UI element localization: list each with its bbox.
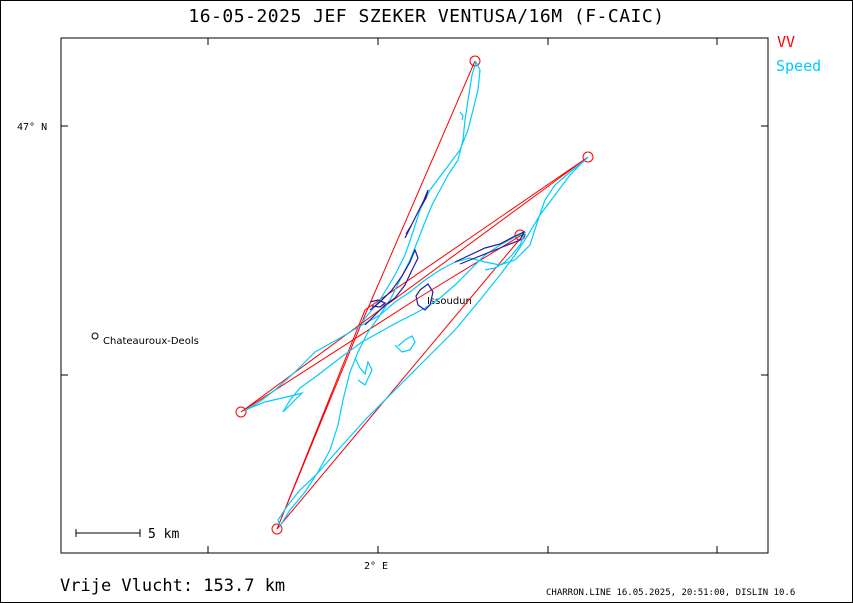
plot-area bbox=[60, 37, 769, 554]
footer-info: CHARRON.LINE 16.05.2025, 20:51:00, DISLI… bbox=[546, 588, 796, 598]
scale-bar bbox=[75, 529, 141, 537]
turnpoint-east-icon bbox=[582, 151, 594, 163]
flight-title: 16-05-2025 JEF SZEKER VENTUSA/16M (F-CAI… bbox=[188, 6, 665, 27]
legend-speed: Speed bbox=[776, 57, 822, 75]
legend-vv: VV bbox=[777, 33, 796, 51]
turnpoint-west-icon bbox=[235, 406, 247, 418]
axis-ticks bbox=[61, 38, 768, 553]
issoudun-label: Issoudun bbox=[427, 296, 472, 307]
chateauroux-marker-icon bbox=[91, 332, 99, 340]
flight-distance: Vrije Vlucht: 153.7 km bbox=[60, 576, 286, 596]
flight-track-speed bbox=[243, 60, 589, 528]
lon-label: 2° E bbox=[364, 561, 388, 572]
lat-label: 47° N bbox=[17, 122, 47, 133]
turnpoints bbox=[235, 55, 594, 535]
task-lines bbox=[240, 60, 589, 530]
flight-track-vv bbox=[364, 189, 526, 326]
chateauroux-label: Chateauroux-Deols bbox=[103, 336, 199, 347]
turnpoint-south-icon bbox=[271, 523, 283, 535]
scale-bar-label: 5 km bbox=[148, 527, 179, 542]
